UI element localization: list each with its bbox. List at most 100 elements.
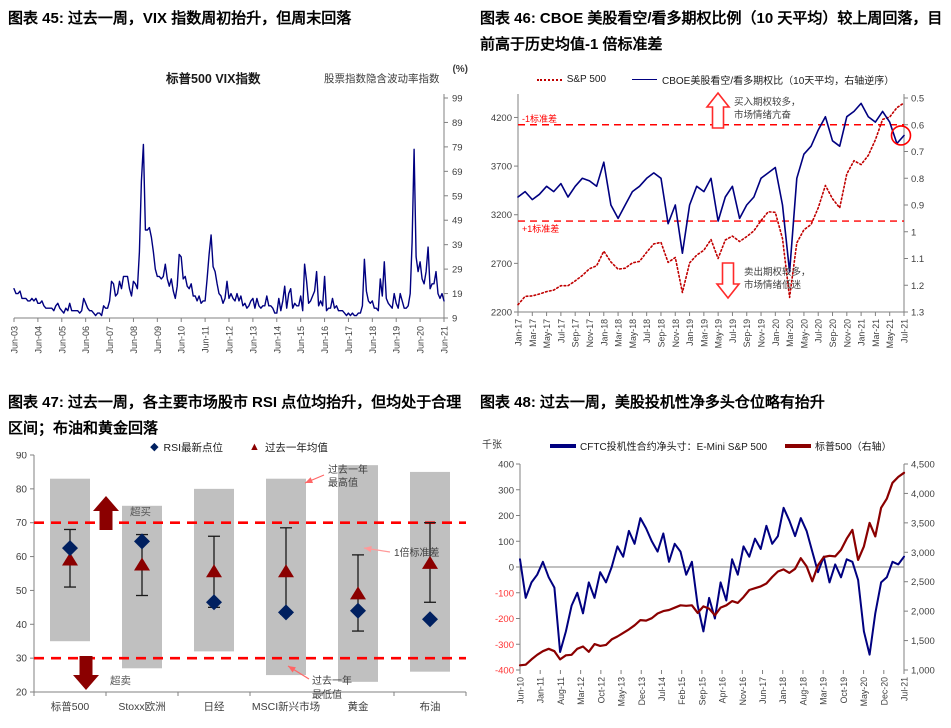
svg-text:Jan-19: Jan-19 [685, 319, 695, 346]
svg-text:89: 89 [452, 118, 463, 129]
svg-text:Sep-18: Sep-18 [656, 319, 666, 347]
rsi-legend: ◆ RSI最新点位 ▲ 过去一年均值 [8, 440, 470, 455]
svg-text:Jun-17: Jun-17 [758, 677, 768, 704]
svg-text:过去一年: 过去一年 [312, 674, 352, 687]
svg-text:39: 39 [452, 240, 463, 251]
svg-text:Jun-15: Jun-15 [296, 326, 306, 354]
svg-text:Nov-18: Nov-18 [671, 319, 681, 347]
svg-text:99: 99 [452, 94, 463, 105]
svg-text:Stoxx欧洲: Stoxx欧洲 [118, 701, 165, 713]
svg-text:100: 100 [498, 537, 514, 548]
svg-text:Jun-03: Jun-03 [10, 326, 20, 354]
svg-text:Mar-17: Mar-17 [528, 319, 538, 347]
svg-text:0.8: 0.8 [911, 174, 924, 185]
svg-text:Jun-13: Jun-13 [248, 326, 258, 354]
figure-46-title: 图表 46: CBOE 美股看空/看多期权比例（10 天平均）较上周回落，目前高于… [480, 6, 951, 57]
svg-text:-100: -100 [495, 588, 514, 599]
figure-45-title: 图表 45: 过去一周，VIX 指数周初抬升，但周末回落 [8, 6, 470, 32]
svg-text:1: 1 [911, 227, 916, 238]
svg-text:1,000: 1,000 [911, 666, 935, 677]
svg-text:Mar-18: Mar-18 [614, 319, 624, 347]
svg-text:Mar-19: Mar-19 [819, 677, 829, 705]
svg-text:Mar-12: Mar-12 [576, 677, 586, 705]
svg-text:Sep-19: Sep-19 [742, 319, 752, 347]
vix-line-chart: 99 89 79 69 59 49 39 29 19 9 Jun-03 Jun-04 Jun-05 Jun… [10, 94, 463, 354]
svg-text:May-18: May-18 [628, 319, 638, 348]
figure-46-panel: 图表 46: CBOE 美股看空/看多期权比例（10 天平均）较上周回落，目前高于… [480, 6, 951, 378]
vix-subtitle: 股票指数隐含波动率指数 [324, 73, 440, 85]
svg-text:Jun-10: Jun-10 [177, 326, 187, 354]
svg-text:Mar-20: Mar-20 [785, 319, 795, 347]
svg-text:Nov-20: Nov-20 [842, 319, 852, 347]
svg-text:Jun-06: Jun-06 [81, 326, 91, 354]
svg-text:Jul-18: Jul-18 [642, 319, 652, 343]
svg-text:90: 90 [16, 452, 28, 462]
svg-text:Nov-17: Nov-17 [585, 319, 595, 347]
svg-text:黄金: 黄金 [348, 700, 369, 713]
svg-text:50: 50 [16, 586, 28, 597]
svg-text:过去一年: 过去一年 [328, 463, 368, 476]
svg-text:MSCI新兴市场: MSCI新兴市场 [252, 700, 320, 713]
svg-text:Mar-21: Mar-21 [871, 319, 881, 347]
svg-text:Oct-12: Oct-12 [596, 677, 606, 704]
svg-text:Jan-20: Jan-20 [771, 319, 781, 346]
svg-text:Dec-13: Dec-13 [637, 677, 647, 705]
putcall-dual-line-chart: 2200 2700 3200 3700 4200 0.5 0.6 0.7 0.8 0.9 1 1.1 1… [491, 91, 924, 348]
figure-45-title-text: 过去一周，VIX 指数周初抬升，但周末回落 [67, 10, 352, 27]
svg-text:3700: 3700 [491, 162, 512, 173]
svg-text:-300: -300 [495, 640, 514, 651]
cftc-dual-line-chart: 千张 CFTC投机性合约净头寸：E-Mini S&P 500 标普500（右轴） 40… [482, 439, 935, 706]
svg-text:Jun-09: Jun-09 [153, 326, 163, 354]
svg-text:买入期权较多，: 买入期权较多， [734, 96, 801, 108]
svg-text:Jan-21: Jan-21 [857, 319, 867, 346]
svg-text:Jun-05: Jun-05 [57, 326, 67, 354]
figure-48-label: 图表 48: [480, 394, 536, 411]
figure-46-label: 图表 46: [480, 10, 536, 27]
svg-text:59: 59 [452, 191, 463, 202]
legend-item: CBOE美股看空/看多期权比（10天平均，右轴逆序） [632, 72, 894, 87]
svg-text:40: 40 [16, 620, 28, 631]
svg-text:2,500: 2,500 [911, 577, 935, 588]
svg-text:Aug-11: Aug-11 [556, 677, 566, 705]
svg-text:0.6: 0.6 [911, 120, 924, 131]
svg-text:0: 0 [509, 563, 514, 574]
svg-text:Sep-17: Sep-17 [571, 319, 581, 347]
svg-text:49: 49 [452, 216, 463, 227]
svg-text:Aug-18: Aug-18 [798, 677, 808, 705]
legend-label: RSI最新点位 [163, 442, 224, 454]
legend-item: ▲ 过去一年均值 [249, 440, 328, 455]
svg-text:Jun-08: Jun-08 [129, 326, 139, 354]
figure-47-label: 图表 47: [8, 394, 64, 411]
svg-text:May-19: May-19 [714, 319, 724, 348]
svg-text:Jan-18: Jan-18 [599, 319, 609, 346]
svg-text:Nov-16: Nov-16 [738, 677, 748, 705]
svg-text:Jun-18: Jun-18 [368, 326, 378, 354]
vix-series-title: 标普500 VIX指数 [166, 72, 261, 86]
figure-48-title-text: 过去一周，美股投机性净多头仓位略有抬升 [539, 394, 825, 411]
svg-text:市场情绪亢奋: 市场情绪亢奋 [734, 109, 792, 121]
svg-text:70: 70 [16, 518, 28, 529]
svg-text:Jul-14: Jul-14 [657, 677, 667, 701]
svg-text:3,000: 3,000 [911, 548, 935, 559]
svg-text:1.3: 1.3 [911, 308, 924, 319]
svg-text:May-20: May-20 [859, 677, 869, 706]
svg-text:-200: -200 [495, 614, 514, 625]
svg-text:3200: 3200 [491, 210, 512, 221]
vix-unit-label: (%) [452, 64, 468, 75]
legend-label: 过去一年均值 [264, 442, 328, 454]
svg-text:0.9: 0.9 [911, 201, 924, 212]
svg-text:最高值: 最高值 [328, 476, 358, 489]
svg-text:79: 79 [452, 142, 463, 153]
svg-text:2200: 2200 [491, 308, 512, 319]
svg-text:最低值: 最低值 [312, 688, 342, 701]
svg-text:Feb-15: Feb-15 [677, 677, 687, 705]
svg-text:Jan-11: Jan-11 [536, 677, 546, 703]
diamond-marker-icon: ◆ [150, 441, 159, 453]
svg-text:Jun-11: Jun-11 [201, 326, 211, 353]
legend-label: S&P 500 [566, 74, 607, 85]
svg-text:Jul-21: Jul-21 [900, 319, 910, 343]
figure-47-title: 图表 47: 过去一周，各主要市场股市 RSI 点位均抬升，但均处于合理区间；布油… [8, 390, 470, 441]
figure-47-title-text: 过去一周，各主要市场股市 RSI 点位均抬升，但均处于合理区间；布油和黄金回落 [8, 394, 462, 437]
svg-text:60: 60 [16, 552, 28, 563]
